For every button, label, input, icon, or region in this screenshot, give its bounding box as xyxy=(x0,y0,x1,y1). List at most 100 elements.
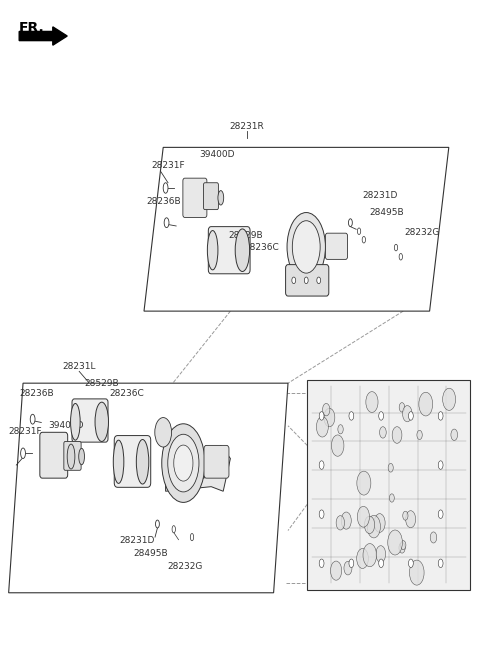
Ellipse shape xyxy=(338,424,343,434)
Text: 28231L: 28231L xyxy=(62,362,96,371)
Ellipse shape xyxy=(174,445,193,481)
Ellipse shape xyxy=(162,424,205,502)
Ellipse shape xyxy=(316,417,328,437)
Text: 28495B: 28495B xyxy=(133,549,168,558)
Text: 28231R: 28231R xyxy=(230,122,264,131)
Ellipse shape xyxy=(357,471,371,495)
FancyBboxPatch shape xyxy=(183,178,207,217)
Ellipse shape xyxy=(451,429,457,440)
Ellipse shape xyxy=(389,494,394,502)
Text: 28236C: 28236C xyxy=(109,388,144,398)
Text: 28232G: 28232G xyxy=(167,562,203,571)
Text: 28236B: 28236B xyxy=(19,388,54,398)
Ellipse shape xyxy=(362,236,366,243)
Text: 28236C: 28236C xyxy=(245,242,279,252)
Ellipse shape xyxy=(317,277,321,284)
Ellipse shape xyxy=(344,561,352,575)
Text: 28231F: 28231F xyxy=(151,161,185,170)
Ellipse shape xyxy=(357,506,370,527)
Ellipse shape xyxy=(172,525,176,533)
Ellipse shape xyxy=(324,408,335,427)
Ellipse shape xyxy=(319,510,324,519)
Ellipse shape xyxy=(438,461,443,469)
Ellipse shape xyxy=(430,532,437,543)
Ellipse shape xyxy=(136,440,149,484)
Ellipse shape xyxy=(399,253,402,260)
Ellipse shape xyxy=(366,392,378,413)
Ellipse shape xyxy=(235,229,250,271)
Ellipse shape xyxy=(79,448,84,465)
Ellipse shape xyxy=(376,546,385,563)
Text: 28231D: 28231D xyxy=(119,536,155,545)
Polygon shape xyxy=(19,27,67,45)
Ellipse shape xyxy=(190,533,194,541)
Ellipse shape xyxy=(164,217,169,228)
Ellipse shape xyxy=(395,244,397,251)
FancyBboxPatch shape xyxy=(325,233,348,259)
Text: 28529B: 28529B xyxy=(84,379,119,388)
Ellipse shape xyxy=(408,412,413,421)
Ellipse shape xyxy=(341,512,351,529)
FancyBboxPatch shape xyxy=(64,441,81,470)
Polygon shape xyxy=(307,380,470,590)
Ellipse shape xyxy=(168,434,199,492)
Ellipse shape xyxy=(292,221,320,273)
Ellipse shape xyxy=(95,402,108,441)
Ellipse shape xyxy=(443,388,456,411)
Polygon shape xyxy=(9,383,288,593)
Ellipse shape xyxy=(408,559,413,567)
Ellipse shape xyxy=(207,231,218,270)
Ellipse shape xyxy=(364,516,375,534)
Ellipse shape xyxy=(323,403,330,416)
Ellipse shape xyxy=(319,559,324,567)
Ellipse shape xyxy=(71,403,80,440)
Ellipse shape xyxy=(399,542,405,553)
Ellipse shape xyxy=(67,444,75,469)
Ellipse shape xyxy=(319,461,324,469)
Text: 28495B: 28495B xyxy=(370,208,404,217)
Text: 28236B: 28236B xyxy=(146,197,181,206)
Text: 39400D: 39400D xyxy=(48,421,84,430)
FancyBboxPatch shape xyxy=(204,445,229,478)
Ellipse shape xyxy=(380,426,386,438)
Text: FR.: FR. xyxy=(19,21,45,35)
Ellipse shape xyxy=(349,412,354,421)
Ellipse shape xyxy=(319,412,324,421)
Ellipse shape xyxy=(392,426,402,443)
FancyBboxPatch shape xyxy=(72,399,108,442)
Ellipse shape xyxy=(331,561,342,580)
Ellipse shape xyxy=(388,463,393,472)
Ellipse shape xyxy=(348,219,352,227)
Ellipse shape xyxy=(218,191,224,205)
Text: 28231D: 28231D xyxy=(362,191,398,200)
Ellipse shape xyxy=(417,430,422,440)
Ellipse shape xyxy=(205,185,213,208)
Text: 28529B: 28529B xyxy=(228,231,263,240)
Ellipse shape xyxy=(379,559,384,567)
Ellipse shape xyxy=(357,228,361,234)
Ellipse shape xyxy=(292,277,296,284)
Ellipse shape xyxy=(409,560,424,585)
Ellipse shape xyxy=(403,511,408,520)
Ellipse shape xyxy=(336,515,345,530)
Ellipse shape xyxy=(388,530,402,555)
FancyBboxPatch shape xyxy=(40,432,68,478)
Ellipse shape xyxy=(331,435,344,457)
Ellipse shape xyxy=(403,405,412,422)
Polygon shape xyxy=(144,147,449,311)
Ellipse shape xyxy=(438,510,443,519)
Ellipse shape xyxy=(163,183,168,193)
Ellipse shape xyxy=(438,412,443,421)
Ellipse shape xyxy=(438,559,443,567)
Ellipse shape xyxy=(21,448,25,458)
Ellipse shape xyxy=(379,412,384,421)
Text: 28231F: 28231F xyxy=(9,426,42,436)
FancyBboxPatch shape xyxy=(286,265,329,296)
Ellipse shape xyxy=(419,392,433,416)
Ellipse shape xyxy=(406,511,416,528)
Ellipse shape xyxy=(363,544,376,567)
Ellipse shape xyxy=(357,548,368,569)
Text: 28232G: 28232G xyxy=(404,228,440,237)
Polygon shape xyxy=(166,445,230,491)
Text: 39400D: 39400D xyxy=(199,150,235,159)
